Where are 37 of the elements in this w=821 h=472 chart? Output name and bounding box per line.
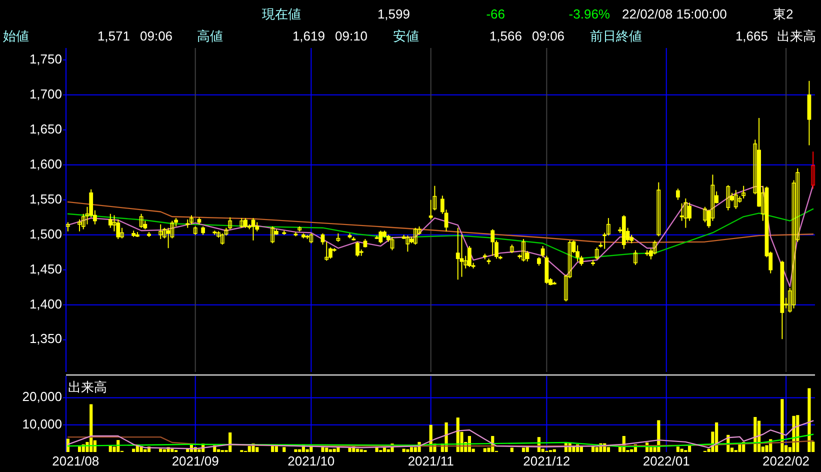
x-tick-label: 2022/01 (642, 453, 690, 468)
text: 現在値 (262, 6, 301, 22)
y-tick-label: 1,350 (29, 331, 62, 346)
y-tick-label: 1,650 (29, 121, 62, 136)
text: 1,619 (292, 28, 325, 44)
x-tick-label: 2021/10 (288, 453, 335, 468)
text: 東2 (773, 6, 794, 22)
text: 始値 (3, 28, 29, 44)
y-tick-label: 1,450 (29, 261, 62, 276)
y-tick-label: 10,000 (22, 416, 62, 432)
y-tick-label: 1,550 (29, 191, 62, 206)
text: 安値 (393, 28, 419, 44)
y-tick-label: 1,400 (29, 296, 62, 312)
y-tick-label: 1,600 (29, 156, 62, 172)
text: 1,665 (735, 28, 768, 44)
x-tick-label: 2021/08 (52, 453, 100, 468)
text: 1,571 (97, 28, 130, 44)
x-tick-label: 2021/11 (408, 453, 454, 468)
text: 前日終値 (590, 28, 642, 44)
text: 高値 (197, 28, 223, 44)
x-tick-label: 2022/02 (762, 453, 810, 468)
y-tick-label: 1,700 (29, 86, 62, 102)
text: 1,566 (489, 28, 522, 44)
y-tick-label: 1,750 (29, 51, 62, 66)
text: 1,599 (377, 6, 410, 22)
chart-title: 出来高 (68, 379, 107, 394)
text: 出来高 (777, 28, 816, 44)
x-tick-label: 2021/09 (172, 453, 219, 468)
y-tick-label: 20,000 (22, 389, 62, 404)
text: -66 (486, 6, 505, 22)
x-tick-label: 2021/12 (523, 453, 570, 468)
text: 09:06 (140, 28, 173, 44)
text: -3.96% (568, 6, 610, 22)
text: 09:10 (335, 28, 368, 44)
text: 22/02/08 15:00:00 (622, 6, 727, 22)
y-tick-label: 1,500 (29, 226, 62, 242)
text: 09:06 (532, 28, 565, 44)
